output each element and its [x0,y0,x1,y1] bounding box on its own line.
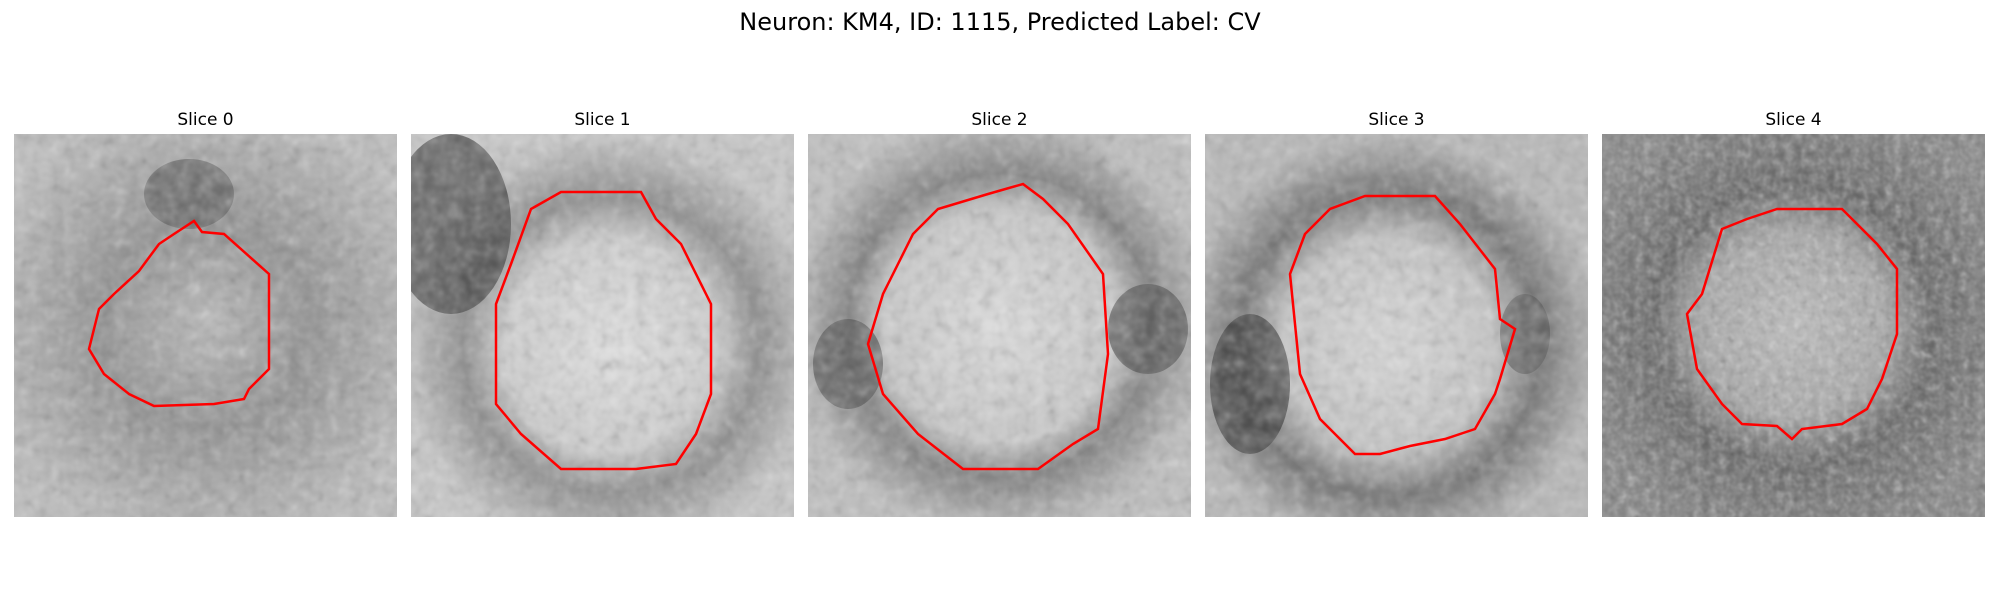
image-noise [1205,134,1588,517]
slice-title: Slice 0 [177,110,234,130]
slice-image [411,134,794,517]
slice-panel-0: Slice 0 [14,108,397,517]
slice-panel-3: Slice 3 [1205,108,1588,517]
slice-panel-4: Slice 4 [1602,108,1985,517]
slice-panel-2: Slice 2 [808,108,1191,517]
image-noise [808,134,1191,517]
image-noise [14,134,397,517]
segmentation-contour [866,182,1110,471]
segmentation-contour [1288,194,1517,456]
figure-title: Neuron: KM4, ID: 1115, Predicted Label: … [739,8,1261,36]
slice-panel-1: Slice 1 [411,108,794,517]
segmentation-contour [1685,207,1899,441]
slice-title: Slice 4 [1765,110,1822,130]
slice-image [1602,134,1985,517]
slice-title: Slice 1 [574,110,631,130]
slice-image [808,134,1191,517]
image-noise [411,134,794,517]
image-noise [1602,134,1985,517]
segmentation-contour [87,219,271,408]
slice-title: Slice 3 [1368,110,1425,130]
slice-image [14,134,397,517]
slice-title: Slice 2 [971,110,1028,130]
segmentation-contour [494,190,713,471]
slice-image [1205,134,1588,517]
